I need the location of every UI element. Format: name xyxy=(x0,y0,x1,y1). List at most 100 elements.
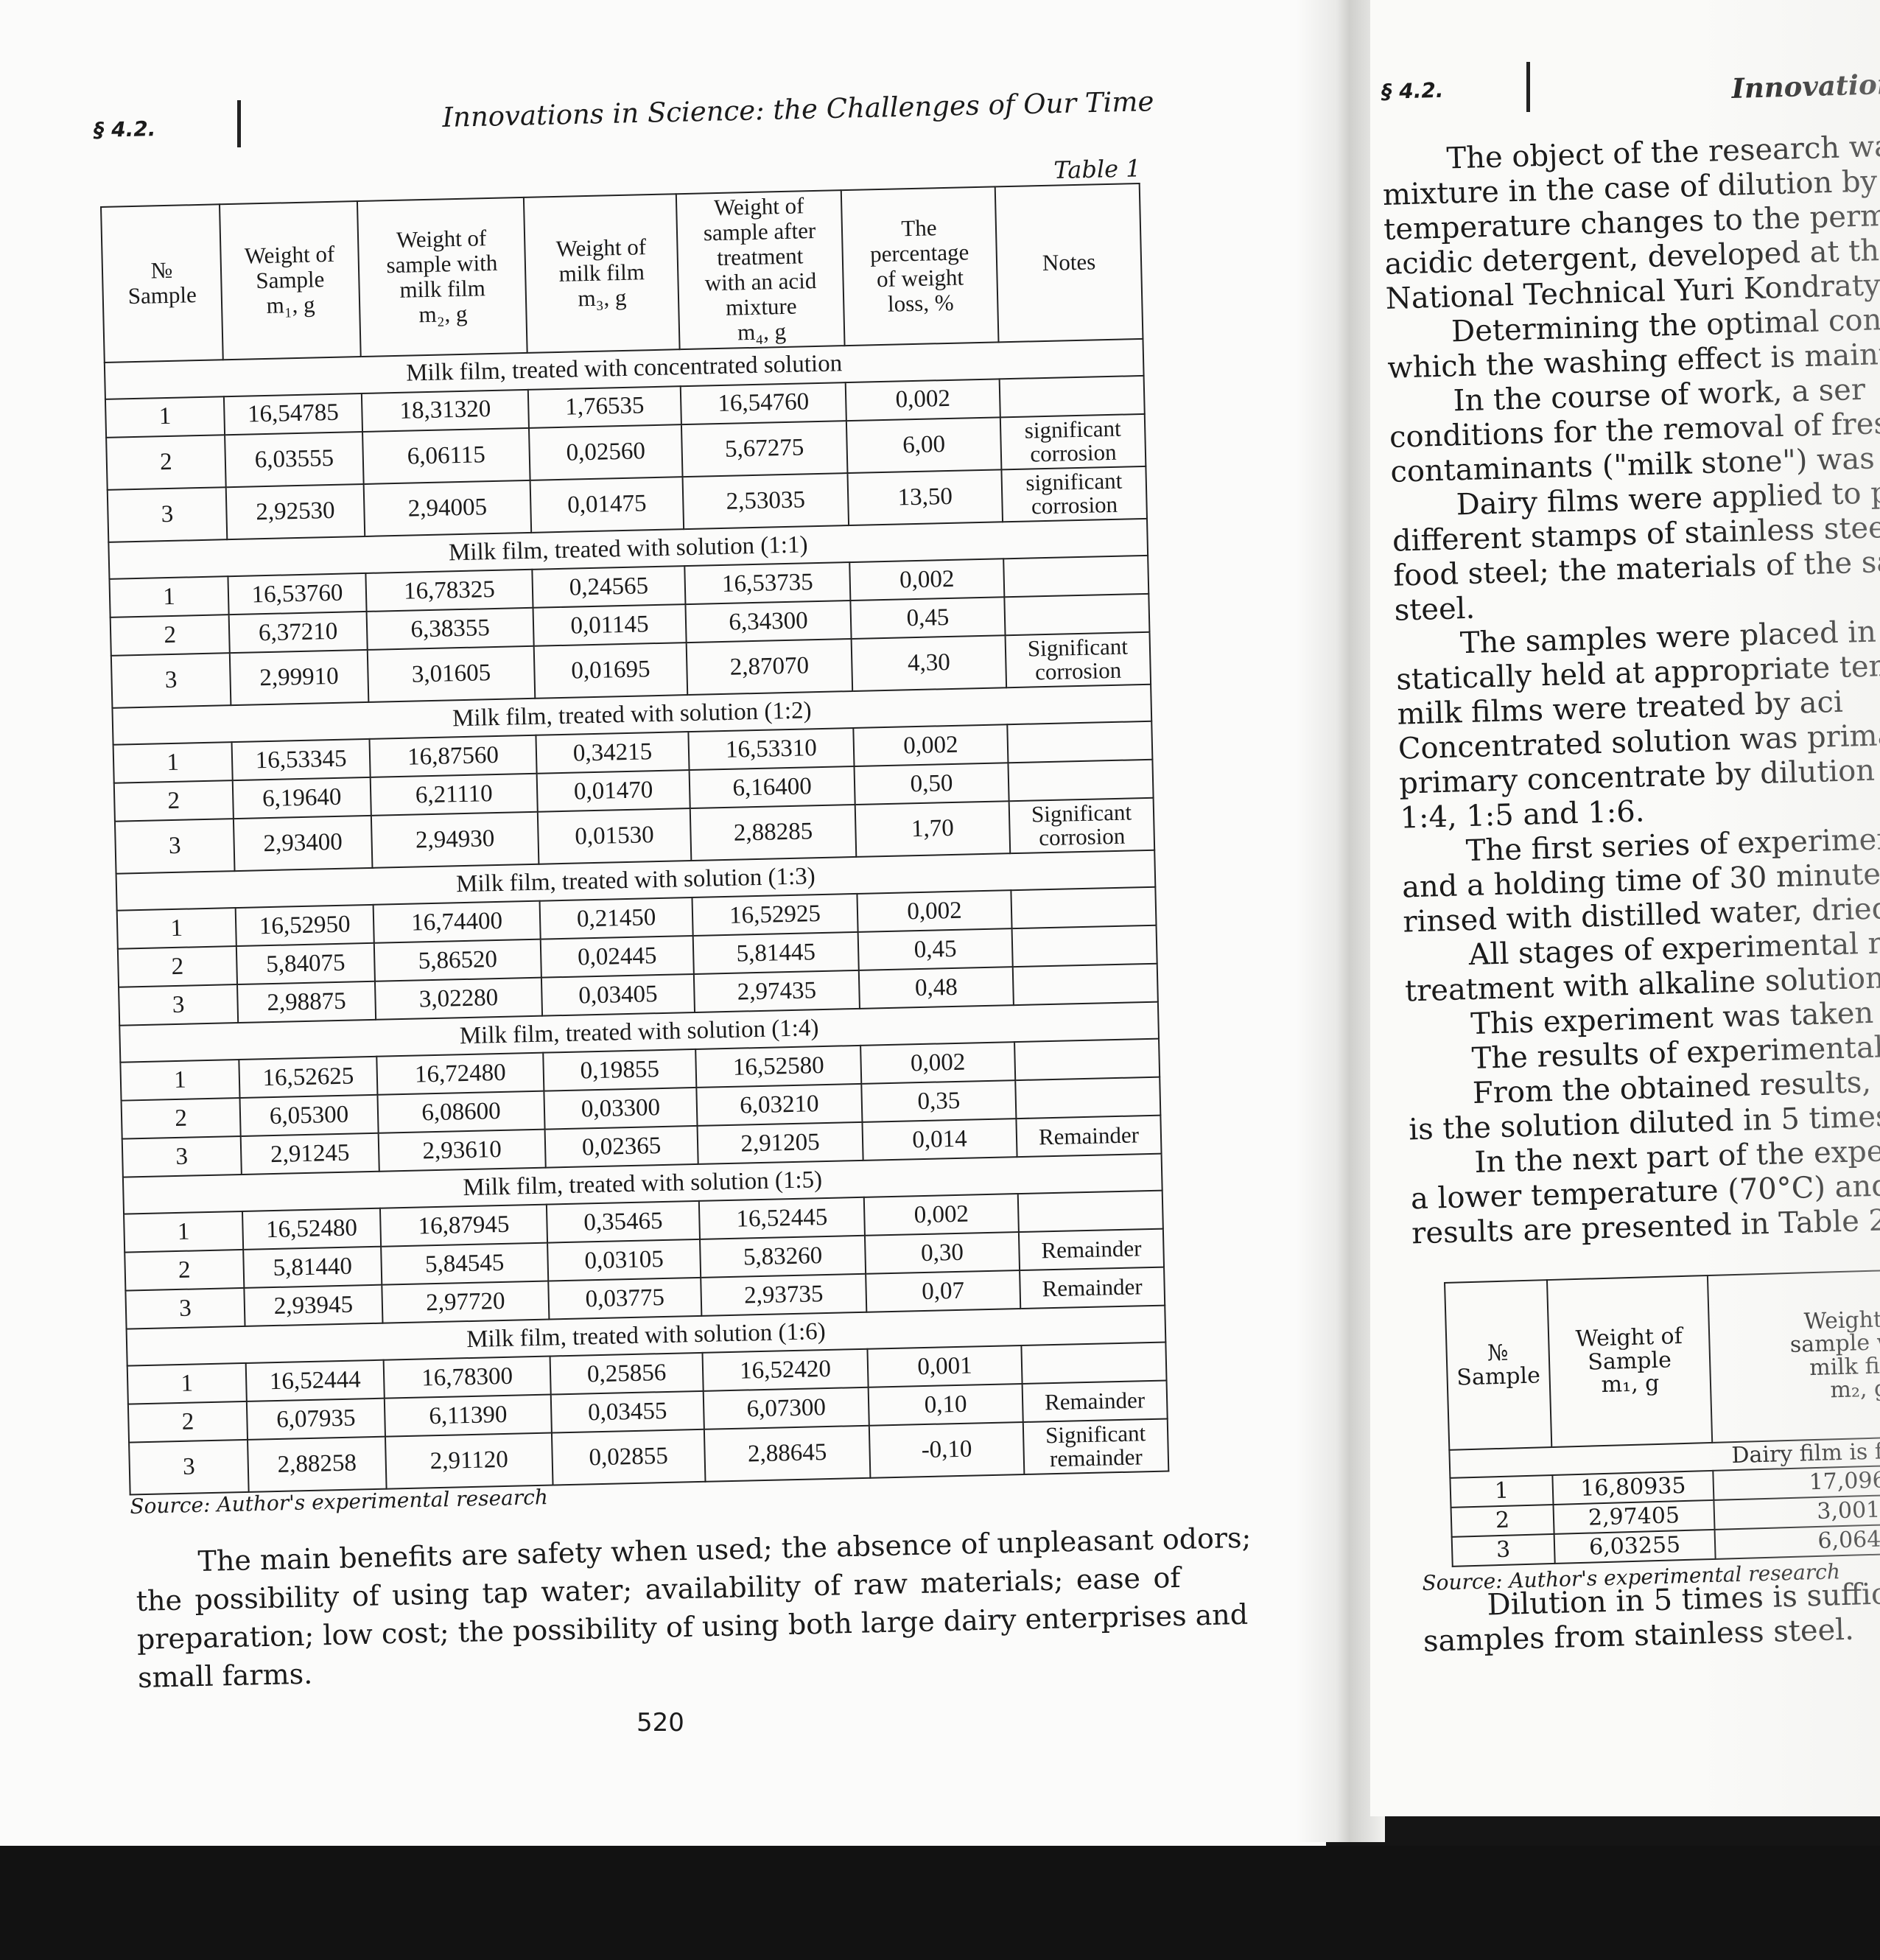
value-cell: 0,34215 xyxy=(536,731,690,774)
value-cell: 0,01475 xyxy=(530,476,684,533)
sample-number-cell: 1 xyxy=(109,575,229,617)
header-divider xyxy=(1526,62,1530,112)
notes-cell: Remainder xyxy=(1020,1267,1165,1309)
notes-cell: Significant corrosion xyxy=(1005,631,1151,688)
value-cell: 2,88285 xyxy=(690,804,857,861)
value-cell: 6,37210 xyxy=(228,611,368,653)
value-cell: 2,93735 xyxy=(701,1273,867,1316)
notes-cell xyxy=(1021,1342,1167,1384)
value-cell: 16,52480 xyxy=(242,1208,382,1250)
value-cell: 0,45 xyxy=(850,597,1006,639)
value-cell: 2,92530 xyxy=(225,483,365,539)
sample-number-cell: 1 xyxy=(127,1362,247,1404)
value-cell: 2,53035 xyxy=(682,472,849,529)
sample-number-cell: 3 xyxy=(122,1135,242,1177)
value-cell: 2,93945 xyxy=(244,1284,383,1326)
sample-number-cell: 1 xyxy=(105,396,225,438)
sample-number-cell: 3 xyxy=(119,984,239,1026)
value-cell: 0,25856 xyxy=(550,1352,704,1395)
value-cell: 13,50 xyxy=(847,469,1003,525)
value-cell: 0,19855 xyxy=(543,1049,697,1091)
value-cell: 1,76535 xyxy=(527,385,681,428)
column-header: Weight of sample with milk film m₂, g xyxy=(1707,1267,1880,1443)
section-number: § 4.2. xyxy=(1381,77,1444,104)
body-paragraph: The main benefits are safety when used; … xyxy=(135,1520,1252,1697)
value-cell: 6,16400 xyxy=(689,766,855,808)
notes-cell xyxy=(1003,555,1149,598)
value-cell: 0,24565 xyxy=(532,565,686,608)
value-cell: 0,35465 xyxy=(546,1200,701,1243)
value-cell: 4,30 xyxy=(851,635,1007,691)
value-cell: 0,03300 xyxy=(544,1087,698,1130)
value-cell: 5,67275 xyxy=(681,420,848,477)
sample-number-cell: 3 xyxy=(111,652,231,708)
sample-number-cell: 2 xyxy=(127,1401,248,1443)
value-cell: 16,52625 xyxy=(239,1056,378,1098)
value-cell: 2,94930 xyxy=(371,811,539,868)
value-cell: 2,87070 xyxy=(686,638,853,695)
value-cell: 16,52580 xyxy=(695,1045,862,1088)
value-cell: 0,01145 xyxy=(533,603,687,646)
value-cell: 6,11390 xyxy=(384,1394,552,1437)
value-cell: 6,03555 xyxy=(225,431,364,487)
column-header: Weight of sample with milk film m₂, g xyxy=(357,197,527,357)
notes-cell xyxy=(1015,1077,1161,1119)
notes-cell xyxy=(999,375,1145,417)
value-cell: 16,87560 xyxy=(369,735,537,777)
value-cell: 3,02280 xyxy=(374,977,543,1020)
value-cell: 0,002 xyxy=(860,1042,1016,1084)
value-cell: 0,02855 xyxy=(551,1429,706,1485)
sample-number-cell: 1 xyxy=(120,1059,240,1101)
value-cell: 2,91245 xyxy=(240,1133,379,1175)
value-cell: 2,98875 xyxy=(237,981,376,1023)
table-1: № Sample Weight of Sample m₁, g Weight of … xyxy=(100,183,1169,1496)
value-cell: 2,99910 xyxy=(229,649,369,705)
sample-number-cell: 2 xyxy=(124,1249,245,1291)
sample-number-cell: 1 xyxy=(124,1211,244,1253)
notes-cell: Remainder xyxy=(1022,1380,1168,1422)
right-page: § 4.2. Innovation The object of the rese… xyxy=(1370,0,1880,1816)
sample-number-cell: 3 xyxy=(114,818,235,874)
sample-number-cell: 3 xyxy=(125,1287,245,1329)
value-cell: 0,03455 xyxy=(550,1390,704,1433)
value-cell: 2,97435 xyxy=(693,970,860,1012)
value-cell: 5,83260 xyxy=(700,1235,866,1278)
right-body-text-after-table: Dilution in 5 times is suffici samples fr… xyxy=(1422,1577,1880,1659)
notes-cell: significant corrosion xyxy=(1001,466,1147,522)
scan-background xyxy=(0,1846,1880,1960)
value-cell: 0,02560 xyxy=(528,424,683,480)
value-cell: 2,91120 xyxy=(385,1432,553,1489)
value-cell: 16,52444 xyxy=(245,1359,385,1401)
notes-cell: significant corrosion xyxy=(1000,413,1146,469)
value-cell: 16,52445 xyxy=(698,1197,865,1239)
sample-number-cell: 1 xyxy=(1450,1474,1554,1508)
value-cell: 0,002 xyxy=(845,378,1000,421)
sample-number-cell: 1 xyxy=(113,741,233,783)
value-cell: 16,74400 xyxy=(373,900,541,943)
value-cell: 2,88645 xyxy=(704,1425,871,1482)
value-cell: 2,88258 xyxy=(248,1436,387,1492)
notes-cell xyxy=(1014,1038,1160,1081)
sample-number-cell: 2 xyxy=(117,946,238,987)
value-cell: 2,97405 xyxy=(1553,1499,1715,1534)
value-cell: 16,53735 xyxy=(684,561,851,604)
column-header: Weight of sample after treatment with an… xyxy=(676,190,845,349)
value-cell: 6,07935 xyxy=(246,1398,385,1440)
sample-number-cell: 2 xyxy=(110,614,230,656)
notes-cell xyxy=(1011,886,1157,929)
running-header-title: Innovations in Science: the Challenges o… xyxy=(442,85,1154,133)
section-number: § 4.2. xyxy=(94,116,156,142)
value-cell: 16,53310 xyxy=(688,727,855,770)
value-cell: 6,05300 xyxy=(239,1094,379,1136)
notes-cell: Significant remainder xyxy=(1023,1418,1169,1475)
value-cell: 5,84545 xyxy=(381,1242,549,1285)
value-cell: 0,014 xyxy=(862,1119,1017,1161)
left-page: § 4.2. Innovations in Science: the Chall… xyxy=(0,0,1326,1849)
value-cell: 0,03775 xyxy=(548,1277,702,1320)
value-cell: 0,002 xyxy=(863,1194,1019,1236)
notes-cell xyxy=(1011,925,1157,967)
value-cell: 0,002 xyxy=(857,890,1012,932)
notes-cell xyxy=(1008,759,1154,802)
